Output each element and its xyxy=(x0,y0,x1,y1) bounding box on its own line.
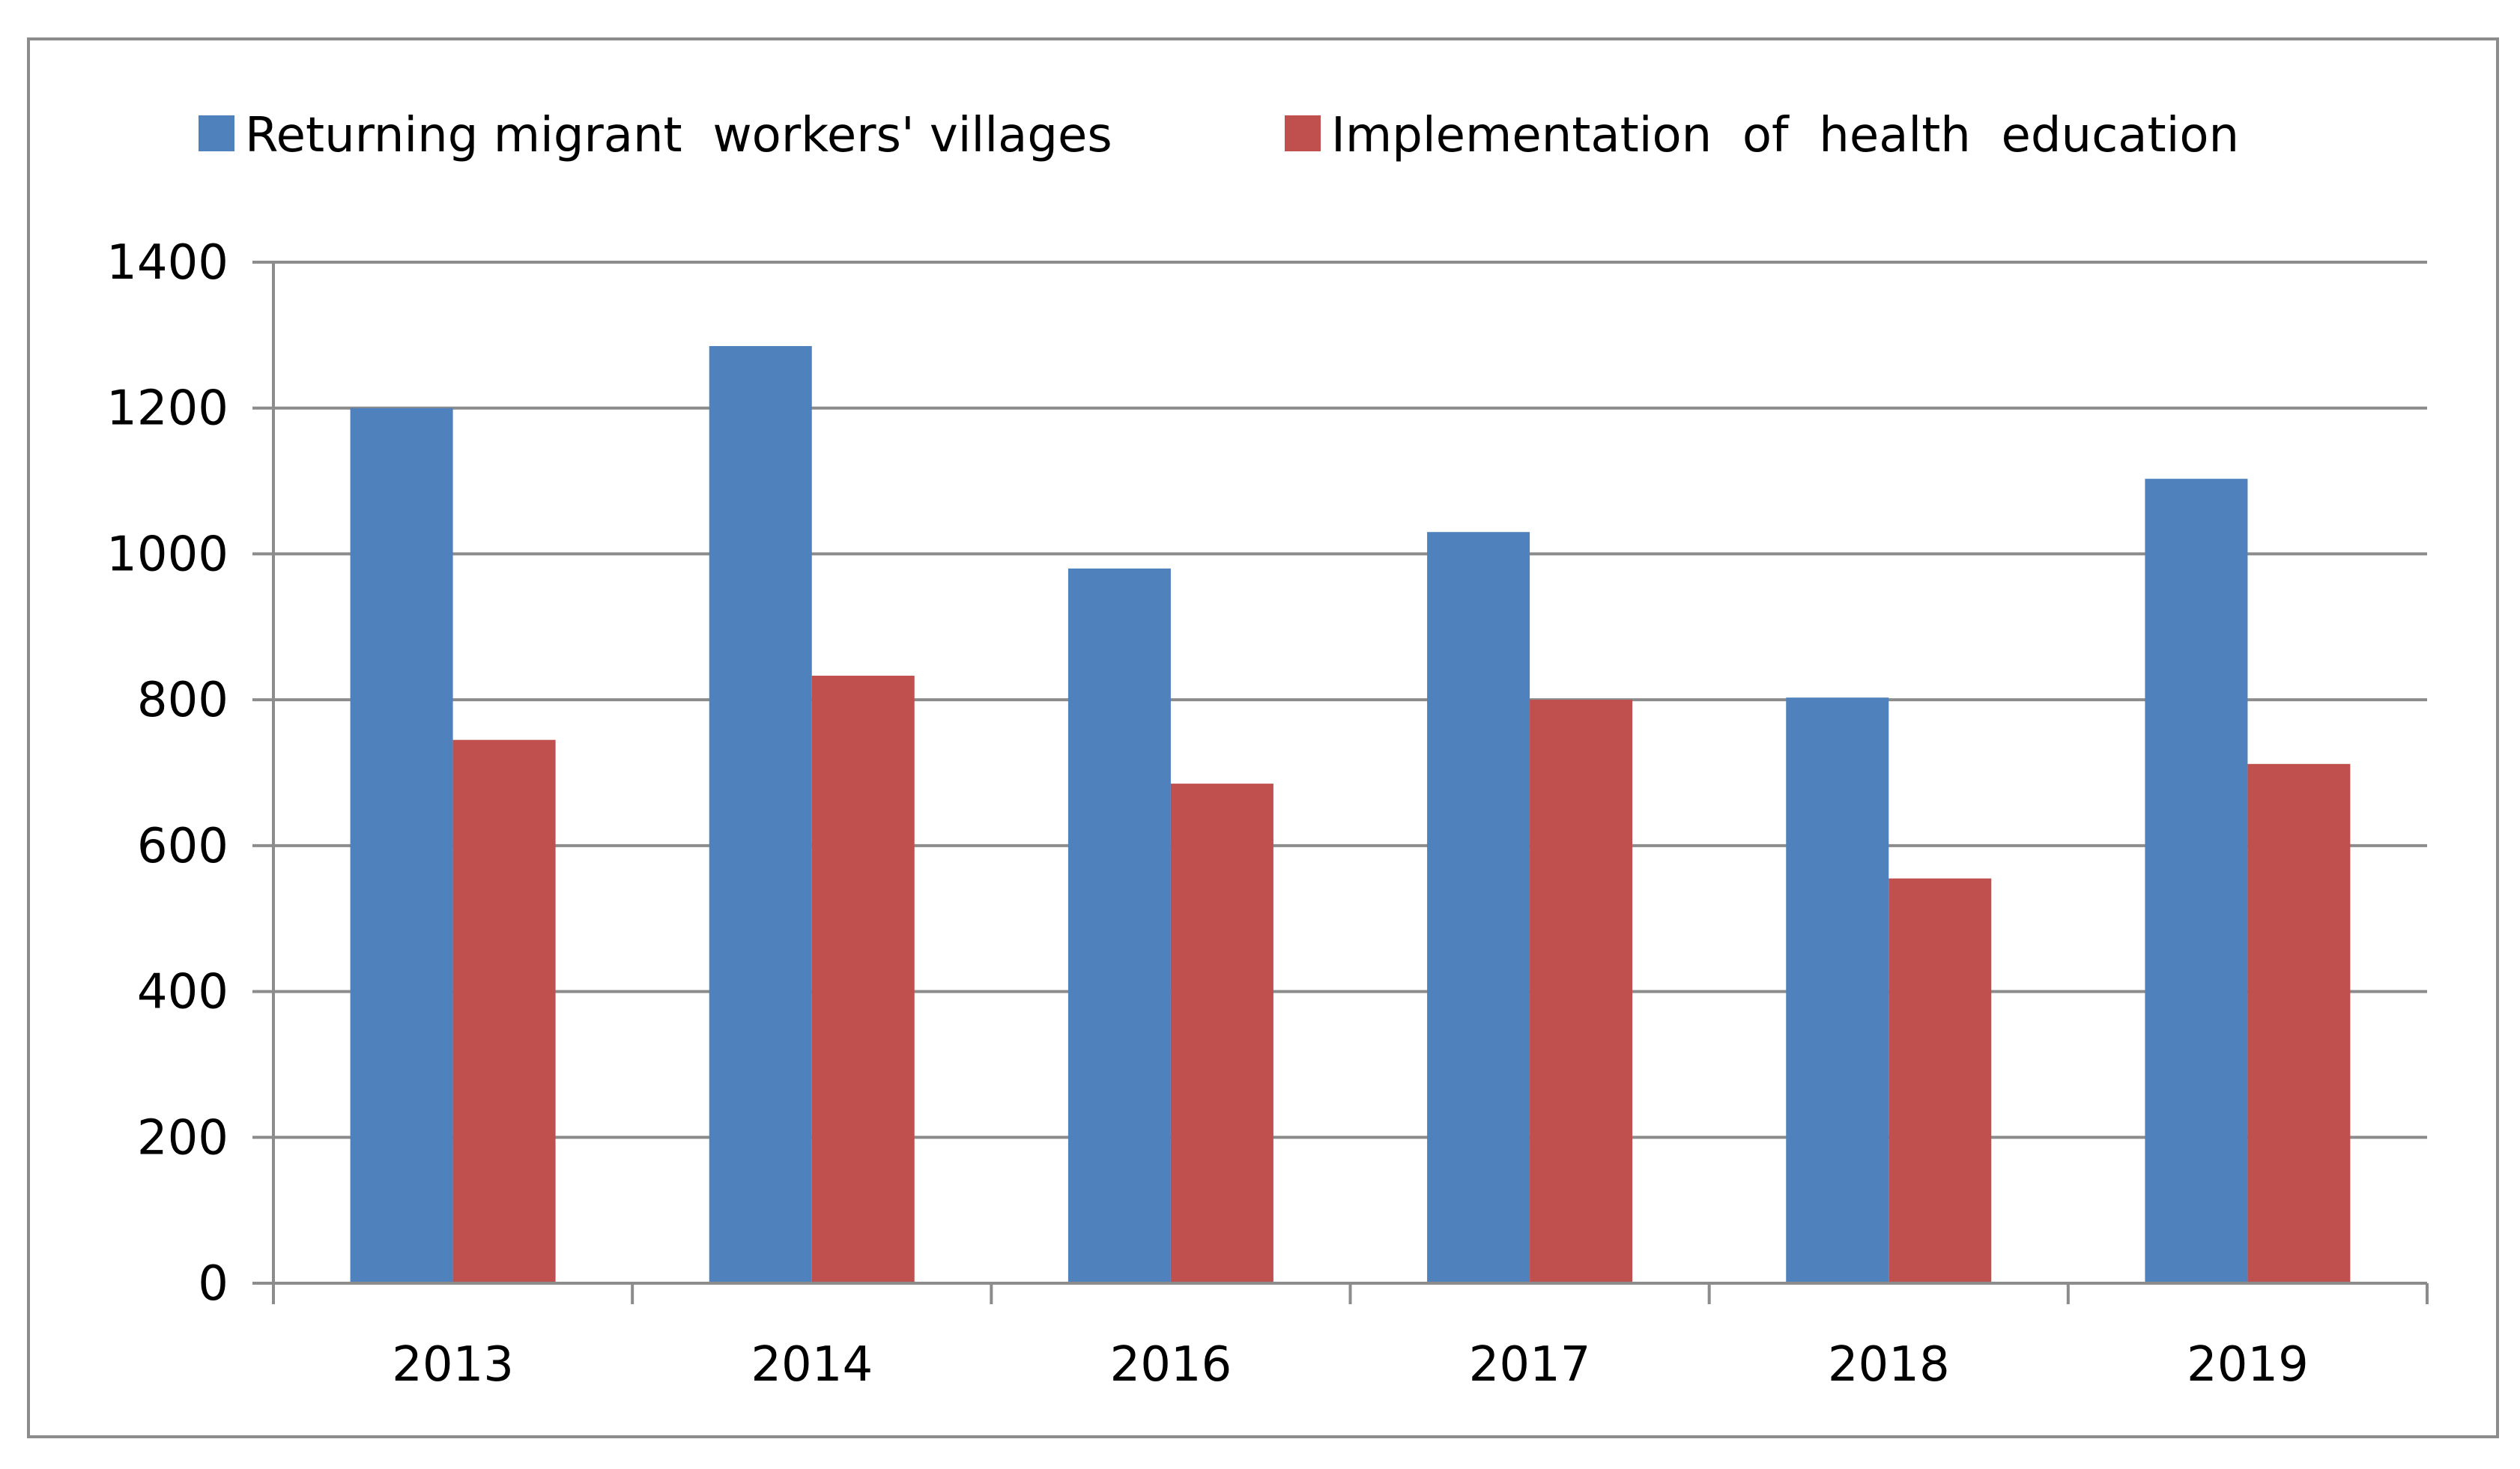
bar-2013-series-1 xyxy=(350,408,453,1283)
x-tick-label: 2016 xyxy=(1109,1337,1232,1393)
y-axis-ticks: 0 200 400 600 800 1000 1200 1400 xyxy=(106,235,273,1312)
bar-2014-series-1 xyxy=(709,345,812,1284)
bar-2018-series-1 xyxy=(1786,697,1889,1283)
bar-2019-series-1 xyxy=(2145,479,2248,1284)
legend-label-series-1: Returning migrant workers' villages xyxy=(245,108,1112,163)
legend-swatch-series-1 xyxy=(199,115,234,151)
y-tick-label: 600 xyxy=(137,819,228,874)
y-tick-label: 200 xyxy=(137,1110,228,1166)
x-tick-label: 2013 xyxy=(392,1337,514,1393)
bar-2017-series-1 xyxy=(1427,532,1530,1283)
x-tick-label: 2018 xyxy=(1828,1337,1950,1393)
bar-2016-series-2 xyxy=(1170,784,1273,1283)
gridlines xyxy=(273,261,2427,1139)
bar-2014-series-2 xyxy=(811,676,915,1283)
x-axis-ticks: 2013 2014 2016 2017 2018 2019 xyxy=(272,1283,2429,1393)
y-tick-label: 1400 xyxy=(106,235,228,291)
x-tick-label: 2014 xyxy=(751,1337,873,1393)
axes xyxy=(272,262,2427,1285)
y-tick-label: 1200 xyxy=(106,381,228,437)
legend-swatch-series-2 xyxy=(1285,115,1321,151)
bar-2016-series-1 xyxy=(1067,568,1171,1283)
legend: Returning migrant workers' villages Imple… xyxy=(199,108,2239,163)
bar-2019-series-2 xyxy=(2247,763,2351,1283)
x-tick-label: 2019 xyxy=(2187,1337,2309,1393)
bar-2017-series-2 xyxy=(1530,700,1633,1283)
y-tick-label: 0 xyxy=(198,1256,228,1312)
y-tick-label: 400 xyxy=(137,965,228,1020)
legend-label-series-2: Implementation of health education xyxy=(1331,108,2239,163)
bar-2013-series-2 xyxy=(452,739,556,1283)
y-tick-label: 800 xyxy=(137,673,228,728)
bars xyxy=(350,345,2351,1284)
y-tick-label: 1000 xyxy=(106,527,228,582)
bar-2018-series-2 xyxy=(1889,878,1992,1283)
x-tick-label: 2017 xyxy=(1469,1337,1591,1393)
